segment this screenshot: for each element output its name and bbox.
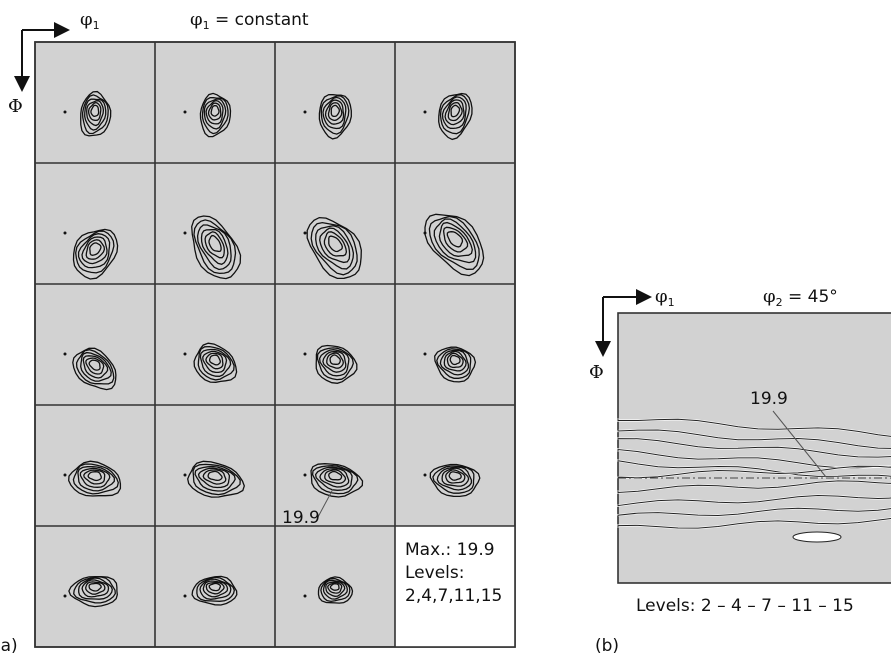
contour-band-line [617,465,891,479]
panel-b-Phi-axis-label: Φ [589,362,604,383]
contour-cell-r3-c4 [423,346,477,383]
panel-a-annotation: 19.9 [282,508,320,528]
panel-a-Phi-axis-label: Φ [8,96,23,117]
contour-band-line [617,418,891,437]
contour-cell-r5-c1 [63,575,118,608]
contour-cell-r1-c3 [303,93,352,140]
contour-cell-r4-c1 [63,460,122,497]
panel-b-contours [616,418,891,543]
contour-cell-r3-c1 [63,347,117,391]
contour-band-line [617,517,891,529]
contour-cell-r2-c4 [423,213,485,277]
panel-a-title: φ1 = constant [190,9,309,32]
contour-cell-r5-c3 [303,576,354,604]
contour-cell-r4-c2 [183,460,245,498]
panel-a-annotation-leader [317,488,334,518]
panel-b-axis-arrows [595,289,652,357]
panel-b-levels: Levels: 2 – 4 – 7 – 11 – 15 [636,596,854,616]
contour-cell-r3-c2 [183,342,238,383]
contour-cell-r1-c4 [423,92,473,141]
info-levels-values: 2,4,7,11,15 [405,586,503,606]
contour-band-line [617,480,891,494]
contour-cell-r1-c1 [63,90,112,137]
panel-b-annotation-leader [772,410,827,478]
contour-cell-r4-c3 [303,463,364,498]
panel-b-annotation: 19.9 [750,389,788,409]
info-levels-label: Levels: [405,563,465,583]
contour-band-line [617,507,891,517]
panel-a-contours [63,90,485,608]
contour-cell-r2-c1 [63,228,119,280]
panel-a-axis-arrows [14,22,70,92]
panel-a-label: (a) [0,636,18,656]
info-max: Max.: 19.9 [405,540,495,560]
panel-b-title: φ2 = 45° [763,286,838,309]
panel-b-phi1-axis-label: φ1 [655,286,675,309]
contour-cell-r3-c3 [303,344,358,384]
panel-a-grid [34,41,516,648]
contour-cell-r2-c2 [183,215,242,280]
contour-cell-r5-c2 [183,575,238,606]
contour-cell-r2-c3 [303,216,362,280]
panel-a-info-box: Max.: 19.9 Levels: 2,4,7,11,15 [405,539,502,608]
contour-cell-r4-c4 [423,463,481,498]
panel-b-label: (b) [595,636,620,656]
panel-a-phi1-axis-label: φ1 [80,9,100,32]
contour-band-line [617,494,891,507]
contour-cell-r1-c2 [183,92,232,138]
contour-island [792,531,842,543]
contour-band-line [617,438,891,458]
contour-band-line [617,460,891,477]
contour-band-line [617,429,891,449]
